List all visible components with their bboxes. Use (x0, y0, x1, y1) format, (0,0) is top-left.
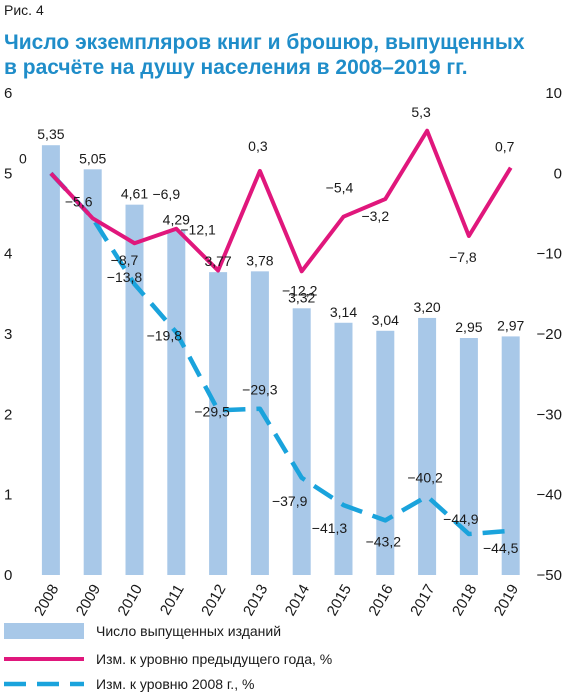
legend-swatch-bars (4, 623, 84, 639)
bar-value-label: 2,95 (455, 319, 482, 335)
bar-2018 (459, 338, 478, 575)
bar-2009 (83, 169, 102, 576)
base-2008-value-label: −37,9 (272, 493, 308, 509)
bar-2012 (209, 272, 228, 575)
data-labels: 5,35 5,05 4,61 4,29 3,77 3,78 3,32 3,14 3,04 3,20… (19, 104, 525, 556)
right-axis-tick: 0 (554, 165, 562, 182)
base-2008-value-label: −44,9 (443, 511, 479, 527)
x-axis-label-2019: 2019 (491, 582, 522, 619)
prev-year-value-label: −8,7 (111, 252, 139, 268)
prev-year-value-label: −6,9 (152, 186, 180, 202)
prev-year-value-label: −5,4 (326, 180, 354, 196)
left-axis: 0 1 2 3 4 5 6 (4, 85, 12, 584)
x-axis-label-2015: 2015 (324, 582, 355, 619)
bar-value-label: 5,05 (79, 150, 106, 166)
x-axis-label-2010: 2010 (115, 582, 146, 619)
prev-year-value-label: 5,3 (411, 104, 431, 120)
base-2008-value-label: −29,5 (194, 403, 230, 419)
right-axis-tick: −10 (537, 246, 562, 263)
bar-value-label: 2,97 (497, 317, 524, 333)
bar-series (41, 145, 520, 576)
prev-year-value-label: 0,7 (495, 139, 515, 155)
base-2008-value-label: −19,8 (147, 327, 183, 343)
right-axis-tick: −20 (537, 326, 562, 343)
prev-year-value-label: −7,8 (449, 249, 477, 265)
x-axis-label-2014: 2014 (282, 582, 313, 619)
left-axis-tick: 4 (4, 246, 12, 263)
base-2008-value-label: −40,2 (407, 469, 443, 485)
bar-value-label: 3,14 (330, 304, 357, 320)
prev-year-value-label: −12,1 (180, 222, 216, 238)
bar-2013 (250, 271, 269, 575)
left-axis-tick: 5 (4, 165, 12, 182)
legend-label-bars: Число выпущенных изданий (96, 623, 281, 639)
bar-2016 (376, 330, 395, 575)
prev-year-value-label: −3,2 (361, 208, 389, 224)
line-series (49, 128, 513, 537)
x-axis-label-2018: 2018 (449, 582, 480, 619)
bar-value-label: 3,77 (204, 253, 231, 269)
x-axis-label-2016: 2016 (365, 582, 396, 619)
bar-2010 (125, 204, 144, 575)
x-axis-label-2011: 2011 (157, 582, 188, 618)
right-axis: 10 0 −10 −20 −30 −40 −50 (537, 85, 562, 584)
chart-title-line-2: в расчёте на душу населения в 2008–2019 … (4, 56, 468, 79)
chart-title: Число экземпляров книг и брошюр, выпущен… (4, 30, 564, 80)
x-axis-label-2012: 2012 (198, 582, 229, 619)
right-axis-tick: 10 (545, 85, 562, 102)
left-axis-tick: 2 (4, 406, 12, 423)
x-axis-labels: 2008 2009 2010 2011 2012 2013 2014 2015 2016 2017… (31, 582, 522, 619)
legend-label-base-2008: Изм. к уровню 2008 г., % (96, 676, 254, 692)
line-change-vs-prev-year (49, 128, 513, 274)
left-axis-tick: 1 (4, 487, 12, 504)
prev-year-value-label: 0 (19, 150, 27, 166)
prev-year-value-label: −12,2 (282, 282, 318, 298)
bar-2019 (501, 336, 520, 575)
bar-value-label: 3,32 (288, 289, 315, 305)
base-2008-value-label: −44,5 (483, 540, 519, 556)
bar-2017 (418, 317, 437, 575)
bar-value-label: 3,04 (372, 312, 399, 328)
bar-2015 (334, 322, 353, 575)
figure-label: Рис. 4 (4, 2, 44, 18)
prev-year-value-label: 0,3 (248, 138, 268, 154)
left-axis-tick: 3 (4, 326, 12, 343)
base-2008-value-label: −41,3 (312, 520, 348, 536)
bar-value-label: 3,20 (413, 299, 440, 315)
right-axis-tick: −30 (537, 406, 562, 423)
bar-2011 (167, 230, 186, 575)
line-change-vs-2008 (49, 171, 511, 537)
x-axis-label-2009: 2009 (73, 582, 104, 619)
legend: Число выпущенных изданий Изм. к уровню пр… (4, 623, 332, 692)
prev-year-value-label: −5,6 (65, 193, 93, 209)
right-axis-tick: −50 (537, 567, 562, 584)
bar-value-label: 5,35 (37, 126, 64, 142)
left-axis-tick: 6 (4, 85, 12, 102)
bar-2014 (292, 308, 311, 575)
x-axis-label-2008: 2008 (31, 582, 62, 619)
chart-title-line-1: Число экземпляров книг и брошюр, выпущен… (4, 31, 525, 54)
bar-value-label: 4,29 (163, 211, 190, 227)
base-2008-value-label: −13,8 (107, 269, 143, 285)
bar-2008 (41, 145, 60, 575)
left-axis-tick: 0 (4, 567, 12, 584)
base-2008-value-label: −29,3 (242, 382, 278, 398)
base-2008-value-label: −43,2 (366, 533, 402, 549)
x-axis-label-2013: 2013 (240, 582, 271, 619)
right-axis-tick: −40 (537, 487, 562, 504)
bar-value-label: 3,78 (246, 252, 273, 268)
bar-value-label: 4,61 (121, 186, 148, 202)
x-axis-label-2017: 2017 (407, 582, 438, 619)
legend-label-prev-year: Изм. к уровню предыдущего года, % (96, 651, 332, 667)
